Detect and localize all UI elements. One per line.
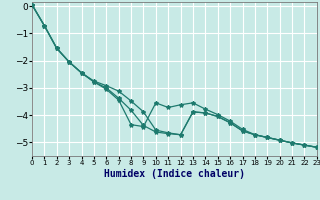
X-axis label: Humidex (Indice chaleur): Humidex (Indice chaleur) [104, 169, 245, 179]
